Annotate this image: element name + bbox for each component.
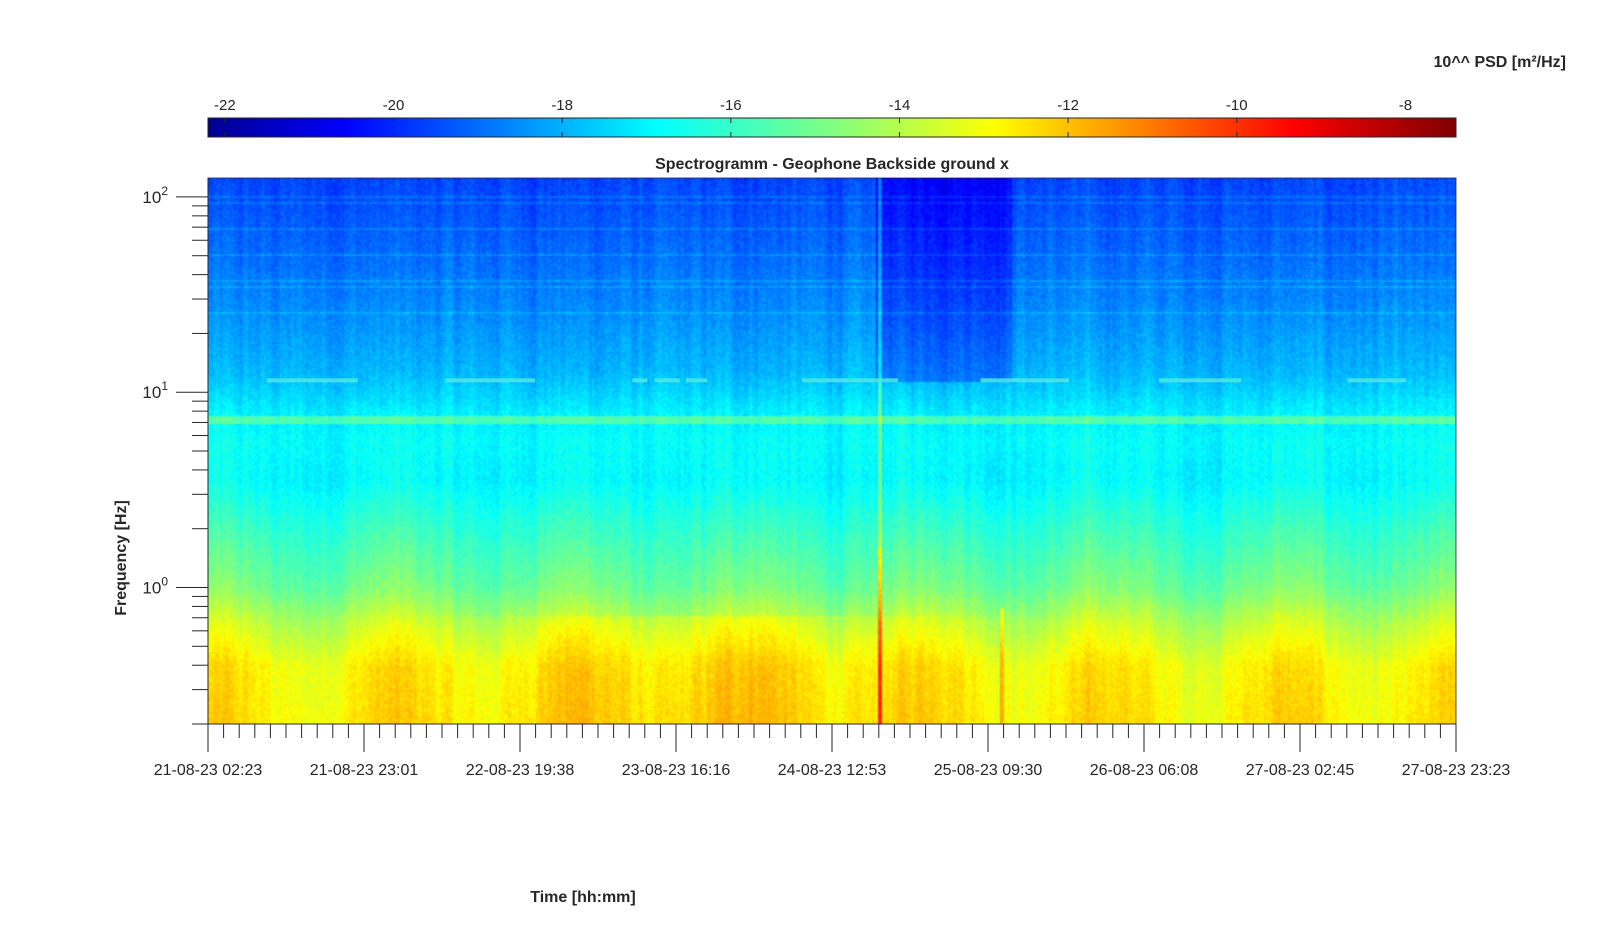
- y-tick-label: 100: [142, 575, 168, 598]
- colorbar-tick-label: -8: [1399, 97, 1412, 114]
- colorbar-tick-label: -10: [1226, 97, 1248, 114]
- plot-area: [207, 177, 1457, 725]
- x-tick-label: 21-08-23 02:23: [154, 762, 263, 779]
- y-tick-label: 102: [142, 184, 168, 207]
- spectral-line-segment: [654, 378, 680, 383]
- x-axis-label: Time [hh:mm]: [530, 889, 635, 906]
- x-tick-label: 24-08-23 12:53: [778, 762, 887, 779]
- colorbar-tick-label: -14: [889, 97, 911, 114]
- spectrogram-features: [266, 378, 1407, 383]
- colorbar-tick-label: -18: [551, 97, 573, 114]
- x-tick-label: 23-08-23 16:16: [622, 762, 731, 779]
- spectral-line-segment: [445, 378, 535, 383]
- colorbar-tick-label: -16: [720, 97, 742, 114]
- colorbar-ticks: -22 -20 -18 -16 -14 -12 -10 -8: [214, 97, 1412, 137]
- colorbar-tick-label: -22: [214, 97, 236, 114]
- colorbar-tick-label: -12: [1057, 97, 1079, 114]
- colorbar-tick-label: -20: [383, 97, 405, 114]
- x-tick-label: 27-08-23 02:45: [1246, 762, 1355, 779]
- x-tick-label: 21-08-23 23:01: [310, 762, 419, 779]
- spectral-line-segment: [1158, 378, 1242, 383]
- y-axis-label: Frequency [Hz]: [113, 500, 130, 616]
- spectral-line-segment: [685, 378, 708, 383]
- spectral-line-segment: [980, 378, 1070, 383]
- colorbar-label: 10^^ PSD [m²/Hz]: [1434, 54, 1566, 71]
- x-tick-label: 22-08-23 19:38: [466, 762, 575, 779]
- x-tick-label: 27-08-23 23:23: [1402, 762, 1511, 779]
- spectral-line-segment: [1347, 378, 1407, 383]
- spectral-line-segment: [266, 378, 358, 383]
- y-tick-label: 101: [142, 379, 168, 402]
- spectral-line-segment: [802, 378, 899, 383]
- spectrogram-heatmap: [208, 178, 1456, 724]
- x-tick-label: 26-08-23 06:08: [1090, 762, 1199, 779]
- colorbar: [207, 117, 1457, 138]
- spectral-line-segment: [632, 378, 648, 383]
- chart-title: Spectrogramm - Geophone Backside ground …: [655, 156, 1009, 173]
- y-axis: 100 101 102: [142, 178, 209, 725]
- x-tick-label: 25-08-23 09:30: [934, 762, 1043, 779]
- x-axis: 21-08-23 02:23 21-08-23 23:01 22-08-23 19:…: [154, 723, 1511, 779]
